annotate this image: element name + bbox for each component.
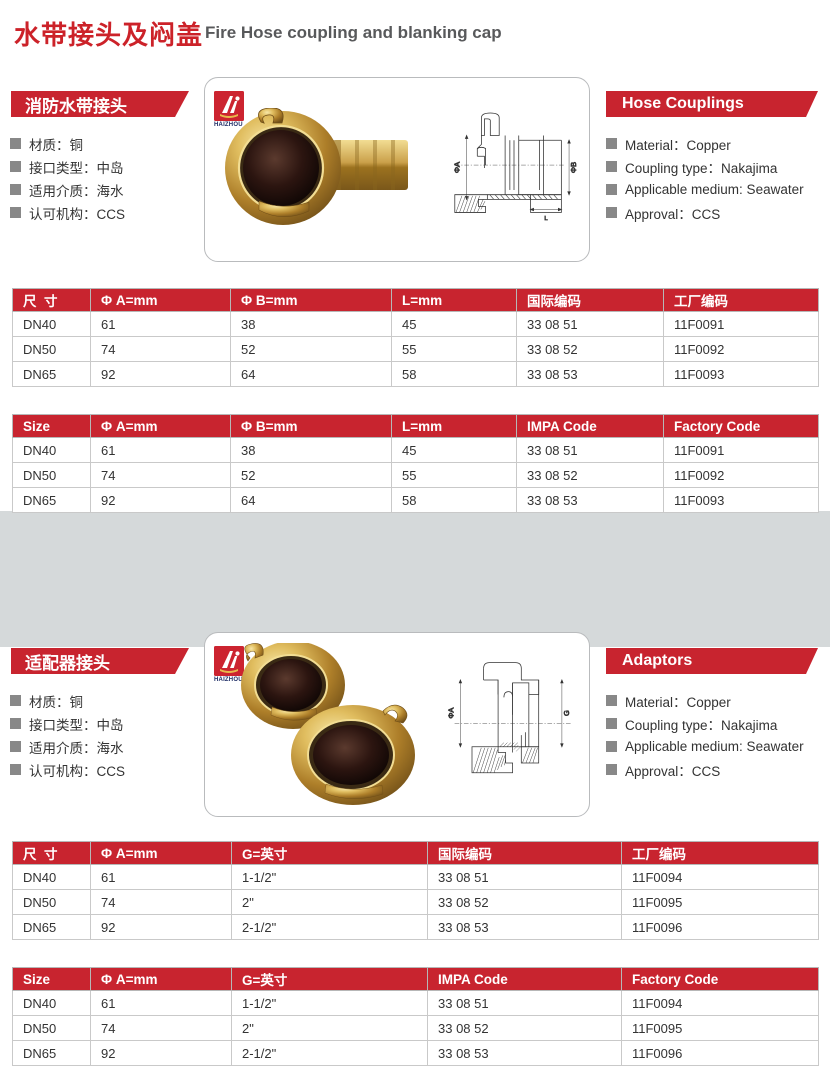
- svg-text:L: L: [544, 216, 548, 222]
- svg-text:ΦA: ΦA: [453, 161, 462, 173]
- svg-text:ΦA: ΦA: [446, 707, 455, 719]
- svg-text:ΦB: ΦB: [569, 162, 578, 173]
- svg-text:G: G: [562, 710, 571, 716]
